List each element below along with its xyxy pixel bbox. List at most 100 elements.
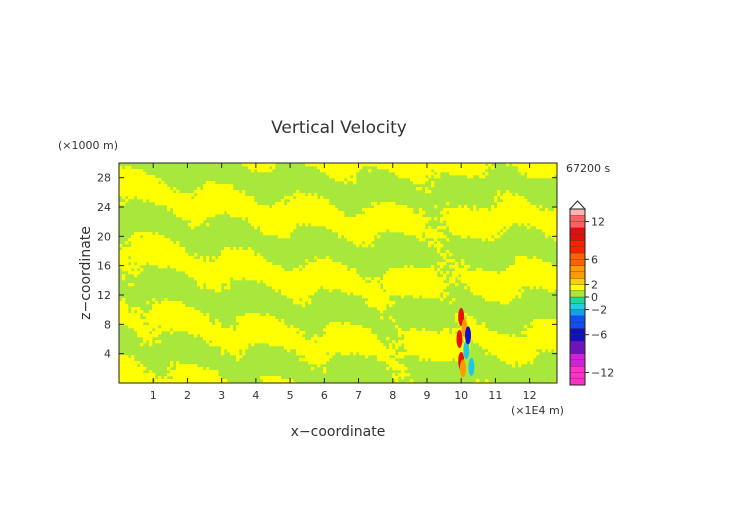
- field-cell: [548, 211, 552, 215]
- field-cell: [128, 322, 132, 326]
- field-cell: [269, 277, 273, 281]
- field-cell: [488, 346, 492, 350]
- field-cell: [374, 340, 378, 344]
- field-cell: [383, 298, 387, 302]
- field-cell: [230, 211, 234, 215]
- field-cell: [455, 214, 459, 218]
- field-cell: [509, 196, 513, 200]
- field-cell: [356, 169, 360, 173]
- field-cell: [317, 214, 321, 218]
- field-cell: [458, 163, 462, 167]
- field-cell: [476, 274, 480, 278]
- field-cell: [512, 361, 516, 365]
- field-cell: [314, 271, 318, 275]
- field-cell: [362, 337, 366, 341]
- field-cell: [389, 208, 393, 212]
- field-cell: [554, 226, 557, 230]
- field-cell: [380, 166, 384, 170]
- field-cell: [176, 208, 180, 212]
- field-cell: [476, 169, 480, 173]
- field-cell: [179, 376, 183, 380]
- field-cell: [425, 172, 429, 176]
- field-cell: [395, 220, 399, 224]
- field-cell: [323, 340, 327, 344]
- field-cell: [503, 199, 507, 203]
- field-cell: [227, 193, 231, 197]
- field-cell: [428, 271, 432, 275]
- field-cell: [305, 298, 309, 302]
- field-cell: [143, 379, 147, 383]
- field-cell: [332, 262, 336, 266]
- field-cell: [494, 349, 498, 353]
- field-cell: [386, 271, 390, 275]
- field-cell: [239, 211, 243, 215]
- field-cell: [464, 163, 468, 167]
- field-cell: [503, 349, 507, 353]
- field-cell: [371, 289, 375, 293]
- field-cell: [509, 283, 513, 287]
- field-cell: [137, 244, 141, 248]
- field-cell: [329, 322, 333, 326]
- field-cell: [305, 274, 309, 278]
- colorbar-band: [569, 246, 586, 254]
- field-cell: [329, 271, 333, 275]
- field-cell: [344, 271, 348, 275]
- field-cell: [140, 373, 144, 377]
- field-cell: [287, 229, 291, 233]
- field-cell: [329, 262, 333, 266]
- field-cell: [119, 301, 123, 305]
- field-cell: [314, 358, 318, 362]
- field-cell: [359, 163, 363, 167]
- field-cell: [254, 202, 258, 206]
- field-cell: [398, 211, 402, 215]
- field-cell: [497, 220, 501, 224]
- field-cell: [188, 382, 192, 383]
- field-cell: [224, 256, 228, 260]
- field-cell: [341, 349, 345, 353]
- field-cell: [527, 211, 531, 215]
- field-cell: [260, 259, 264, 263]
- field-cell: [131, 271, 135, 275]
- field-cell: [206, 274, 210, 278]
- field-cell: [416, 337, 420, 341]
- field-cell: [419, 235, 423, 239]
- field-cell: [167, 310, 171, 314]
- field-cell: [305, 355, 309, 359]
- field-cell: [482, 274, 486, 278]
- field-cell: [137, 181, 141, 185]
- field-cell: [125, 166, 129, 170]
- field-cell: [146, 178, 150, 182]
- field-cell: [182, 328, 186, 332]
- field-cell: [140, 319, 144, 323]
- field-cell: [392, 277, 396, 281]
- field-cell: [473, 286, 477, 290]
- field-cell: [425, 280, 429, 284]
- field-cell: [128, 181, 132, 185]
- field-cell: [362, 163, 366, 167]
- field-cell: [161, 181, 165, 185]
- field-cell: [503, 214, 507, 218]
- field-cell: [488, 223, 492, 227]
- field-cell: [335, 214, 339, 218]
- field-cell: [497, 340, 501, 344]
- field-cell: [200, 322, 204, 326]
- field-cell: [272, 277, 276, 281]
- field-cell: [362, 220, 366, 224]
- field-cell: [353, 346, 357, 350]
- field-cell: [536, 331, 540, 335]
- field-cell: [173, 211, 177, 215]
- field-cell: [140, 262, 144, 266]
- field-cell: [218, 211, 222, 215]
- field-cell: [452, 208, 456, 212]
- field-cell: [200, 220, 204, 224]
- field-cell: [344, 322, 348, 326]
- field-cell: [131, 235, 135, 239]
- field-cell: [272, 328, 276, 332]
- field-cell: [515, 163, 519, 167]
- field-cell: [530, 340, 534, 344]
- field-cell: [539, 274, 543, 278]
- field-cell: [293, 382, 297, 383]
- field-cell: [542, 220, 546, 224]
- field-cell: [410, 346, 414, 350]
- field-cell: [455, 346, 459, 350]
